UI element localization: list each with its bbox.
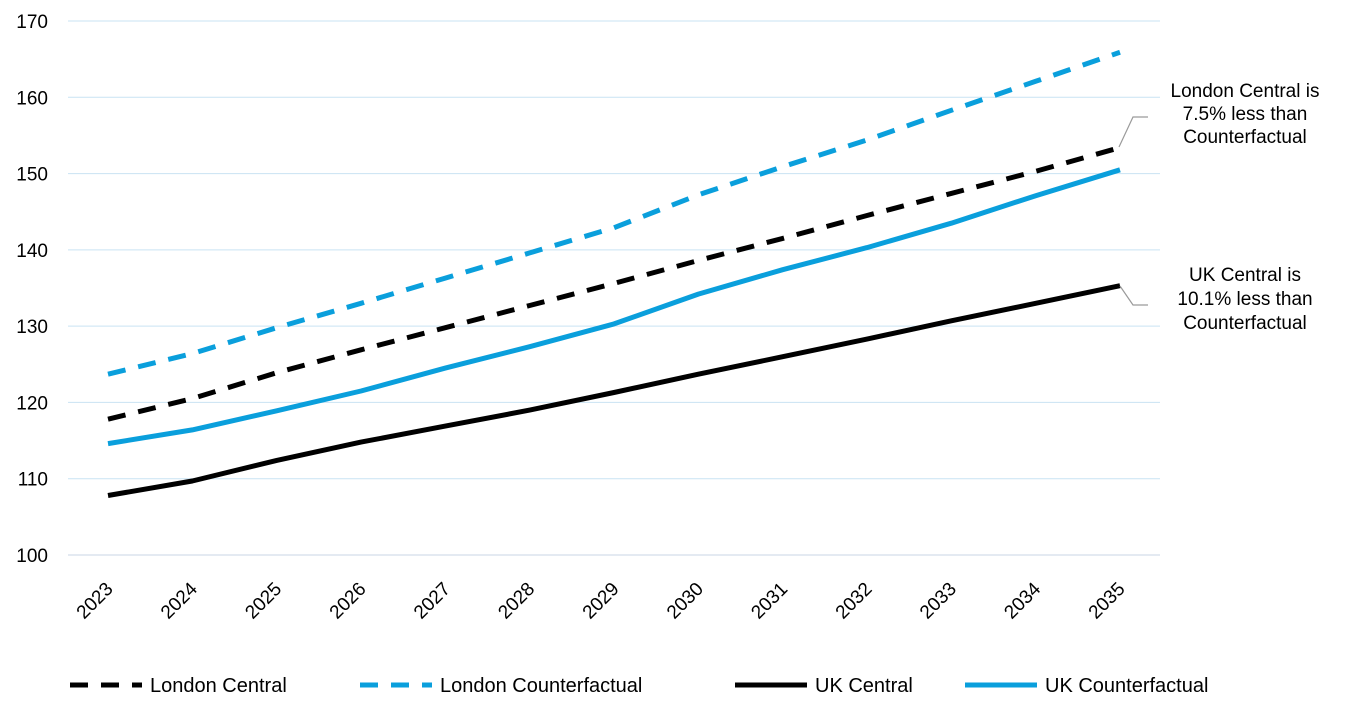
y-tick-label: 140 [16,241,48,262]
x-tick-label: 2029 [579,579,624,624]
annotation-text: 10.1% less than [1177,289,1312,310]
series-lines [107,49,1121,498]
x-tick-label: 2028 [494,579,539,624]
x-tick-label: 2032 [832,579,877,624]
annotation-leader-line [1118,116,1148,148]
legend-label: London Counterfactual [440,675,642,697]
y-tick-label: 120 [16,393,48,414]
legend-label: London Central [150,675,287,697]
annotations: London Central is7.5% less thanCounterfa… [1118,81,1320,334]
x-tick-label: 2023 [73,579,118,624]
x-tick-label: 2025 [241,579,286,624]
x-tick-label: 2030 [663,579,708,624]
annotation-text: London Central is [1171,81,1320,102]
series-line-uk-central [107,283,1121,498]
series-line-london-counterfactual [107,49,1121,377]
y-axis: 100 110 120 130 140 150 160 170 [16,12,48,567]
x-tick-label: 2026 [326,579,371,624]
y-tick-label: 100 [16,546,48,567]
series-line-london-central [107,145,1121,422]
annotation-text: Counterfactual [1183,313,1307,334]
y-tick-label: 160 [16,88,48,109]
series-line-uk-counterfactual [107,167,1121,447]
gridlines [68,20,1160,556]
annotation-text: Counterfactual [1183,127,1307,148]
x-tick-label: 2027 [410,579,455,624]
x-tick-label: 2024 [157,578,202,623]
annotation-text: 7.5% less than [1183,104,1308,125]
y-tick-label: 110 [18,470,48,491]
y-tick-label: 170 [16,12,48,33]
legend-label: UK Counterfactual [1045,675,1208,697]
x-tick-label: 2033 [916,579,961,624]
x-tick-label: 2031 [747,579,792,624]
legend-label: UK Central [815,675,913,697]
x-tick-label: 2035 [1085,579,1130,624]
annotation-text: UK Central is [1189,265,1301,286]
annotation-leader-line [1119,285,1148,306]
y-tick-label: 130 [16,317,48,338]
x-axis: 2023 2024 2025 2026 2027 2028 2029 2030 2031 2032… [73,578,1130,623]
x-tick-label: 2034 [1000,578,1045,623]
y-tick-label: 150 [16,165,48,186]
legend: London Central London Counterfactual UK Ce… [70,675,1208,697]
